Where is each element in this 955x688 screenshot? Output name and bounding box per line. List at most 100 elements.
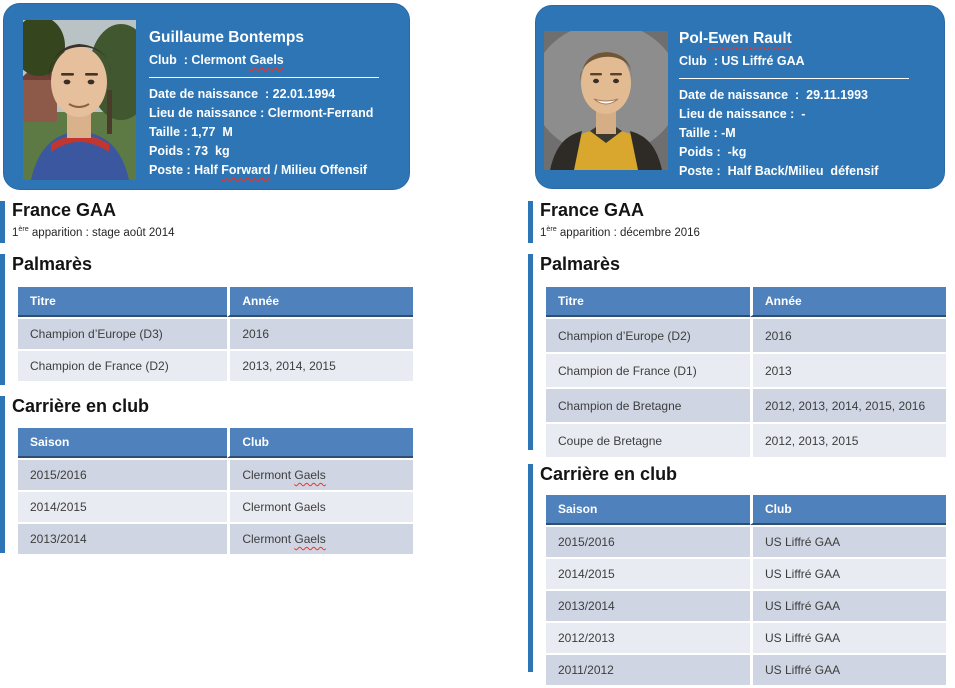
player-height: Taille : -M	[679, 126, 736, 140]
table-cell: Champion de France (D2)	[18, 349, 228, 381]
section-accent-bar	[528, 254, 533, 450]
column-header-annee: Année	[227, 287, 413, 317]
player-birthdate: Date de naissance : 29.11.1993	[679, 88, 869, 102]
card-divider	[679, 78, 909, 79]
column-header-titre: Titre	[546, 287, 750, 317]
player-club: Club : US Liffré GAA	[679, 54, 805, 68]
palmares-table-wrapper: Titre Année Champion d’Europe (D2) 2016 Ch…	[546, 287, 946, 457]
table-row: Champion de France (D1) 2013	[546, 352, 946, 387]
table-row: 2015/2016 US Liffré GAA	[546, 525, 946, 557]
table-cell: 2015/2016	[546, 525, 750, 557]
table-row: 2012/2013 US Liffré GAA	[546, 621, 946, 653]
section-accent-bar	[0, 396, 5, 553]
player-card: Guillaume Bontemps Club : Clermont Gaels…	[3, 3, 410, 190]
career-table: Saison Club 2015/2016 US Liffré GAA 2014/2…	[546, 495, 946, 685]
card-divider	[149, 77, 379, 78]
section-title-national-team: France GAA	[12, 200, 117, 220]
studio-portrait-photo	[544, 31, 668, 170]
section-title-national-team: France GAA	[540, 200, 645, 220]
table-row: Coupe de Bretagne 2012, 2013, 2015	[546, 422, 946, 457]
table-row: 2014/2015 US Liffré GAA	[546, 557, 946, 589]
table-header-row: Titre Année	[546, 287, 946, 317]
column-header-annee: Année	[750, 287, 946, 317]
outdoor-portrait-photo	[23, 20, 136, 180]
section-accent-bar	[528, 201, 533, 243]
career-table-wrapper: Saison Club 2015/2016 Clermont Gaels 2014/…	[18, 428, 413, 554]
table-cell: 2012/2013	[546, 621, 750, 653]
table-cell: Coupe de Bretagne	[546, 422, 750, 457]
table-cell: 2014/2015	[546, 557, 750, 589]
player-name: Pol-Ewen Rault	[679, 30, 792, 47]
table-cell: US Liffré GAA	[750, 653, 946, 685]
section-title-palmares: Palmarès	[540, 254, 621, 274]
table-cell: Clermont Gaels	[227, 458, 413, 490]
column-header-saison: Saison	[546, 495, 750, 525]
section-title-career: Carrière en club	[12, 396, 150, 416]
table-cell: Clermont Gaels	[227, 522, 413, 554]
player-birthplace: Lieu de naissance : Clermont-Ferrand	[149, 106, 374, 120]
table-cell: US Liffré GAA	[750, 525, 946, 557]
table-cell: 2013/2014	[546, 589, 750, 621]
player-height: Taille : 1,77 M	[149, 125, 233, 139]
section-title-palmares: Palmarès	[12, 254, 93, 274]
section-accent-bar	[0, 254, 5, 385]
table-cell: US Liffré GAA	[750, 557, 946, 589]
table-cell: Champion de Bretagne	[546, 387, 750, 422]
table-row: 2013/2014 Clermont Gaels	[18, 522, 413, 554]
table-cell: 2013	[750, 352, 946, 387]
table-cell: 2013, 2014, 2015	[227, 349, 413, 381]
player-birthplace: Lieu de naissance : -	[679, 107, 806, 121]
table-cell: 2014/2015	[18, 490, 228, 522]
column-header-titre: Titre	[18, 287, 228, 317]
table-cell: 2012, 2013, 2015	[750, 422, 946, 457]
table-header-row: Titre Année	[18, 287, 413, 317]
player-position: Poste : Half Forward / Milieu Offensif	[149, 163, 368, 177]
table-row: 2011/2012 US Liffré GAA	[546, 653, 946, 685]
table-cell: 2016	[227, 317, 413, 349]
table-cell: US Liffré GAA	[750, 621, 946, 653]
table-row: 2014/2015 Clermont Gaels	[18, 490, 413, 522]
table-row: 2015/2016 Clermont Gaels	[18, 458, 413, 490]
table-cell: 2012, 2013, 2014, 2015, 2016	[750, 387, 946, 422]
player-card-text: Guillaume Bontemps Club : Clermont Gaels…	[149, 28, 395, 180]
column-header-club: Club	[750, 495, 946, 525]
first-appearance: 1ère apparition : stage août 2014	[12, 225, 175, 239]
table-row: Champion de Bretagne 2012, 2013, 2014, 20…	[546, 387, 946, 422]
table-row: 2013/2014 US Liffré GAA	[546, 589, 946, 621]
table-header-row: Saison Club	[546, 495, 946, 525]
section-title-career: Carrière en club	[540, 464, 678, 484]
player-position: Poste : Half Back/Milieu défensif	[679, 164, 879, 178]
table-cell: Clermont Gaels	[227, 490, 413, 522]
player-weight: Poids : -kg	[679, 145, 747, 159]
player-name: Guillaume Bontemps	[149, 29, 305, 46]
player-weight: Poids : 73 kg	[149, 144, 230, 158]
palmares-table: Titre Année Champion d’Europe (D3) 2016 Ch…	[18, 287, 413, 381]
career-table-wrapper: Saison Club 2015/2016 US Liffré GAA 2014/2…	[546, 495, 946, 685]
table-cell: Champion de France (D1)	[546, 352, 750, 387]
table-header-row: Saison Club	[18, 428, 413, 458]
table-cell: 2016	[750, 317, 946, 352]
player-card-text: Pol-Ewen Rault Club : US Liffré GAA Date…	[679, 29, 930, 181]
column-header-club: Club	[227, 428, 413, 458]
table-cell: Champion d’Europe (D3)	[18, 317, 228, 349]
table-row: Champion d’Europe (D2) 2016	[546, 317, 946, 352]
table-cell: 2013/2014	[18, 522, 228, 554]
player-club: Club : Clermont Gaels	[149, 53, 284, 67]
first-appearance: 1ère apparition : décembre 2016	[540, 225, 700, 239]
palmares-table: Titre Année Champion d’Europe (D2) 2016 Ch…	[546, 287, 946, 457]
table-cell: 2015/2016	[18, 458, 228, 490]
section-accent-bar	[528, 464, 533, 672]
palmares-table-wrapper: Titre Année Champion d’Europe (D3) 2016 Ch…	[18, 287, 413, 381]
table-cell: 2011/2012	[546, 653, 750, 685]
section-accent-bar	[0, 201, 5, 243]
player-birthdate: Date de naissance : 22.01.1994	[149, 87, 336, 101]
player-card: Pol-Ewen Rault Club : US Liffré GAA Date…	[535, 5, 945, 189]
table-cell: US Liffré GAA	[750, 589, 946, 621]
table-cell: Champion d’Europe (D2)	[546, 317, 750, 352]
player-photo	[544, 31, 668, 170]
career-table: Saison Club 2015/2016 Clermont Gaels 2014/…	[18, 428, 413, 554]
table-row: Champion d’Europe (D3) 2016	[18, 317, 413, 349]
player-photo	[23, 20, 136, 180]
table-row: Champion de France (D2) 2013, 2014, 2015	[18, 349, 413, 381]
